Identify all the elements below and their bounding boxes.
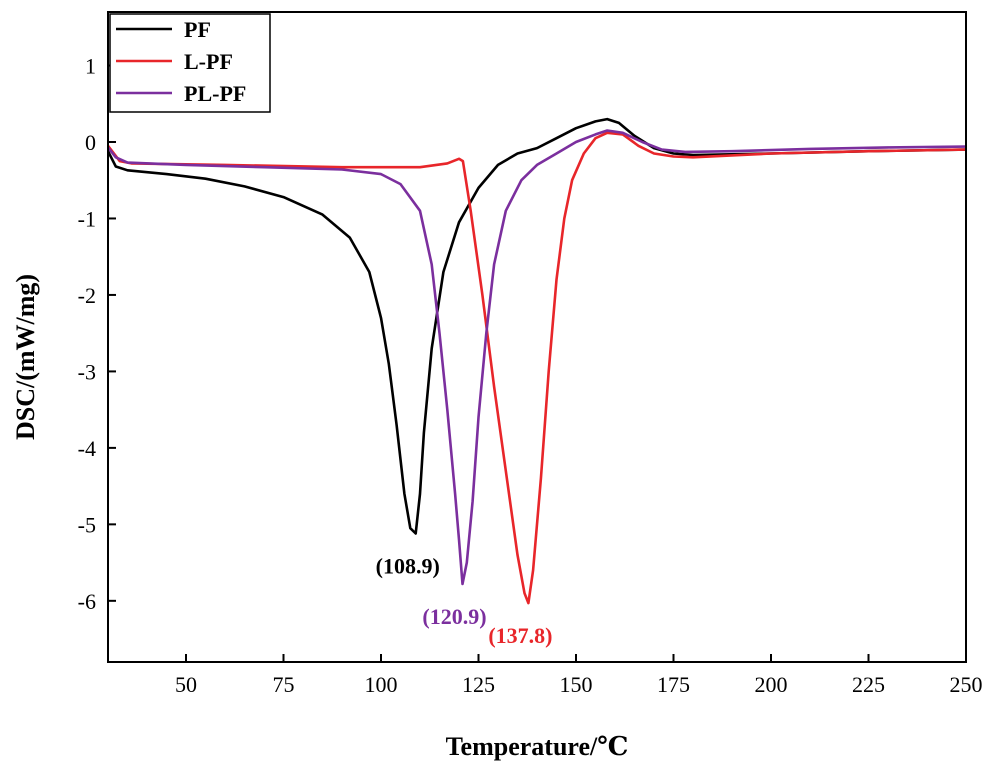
x-tick-label: 150 — [560, 672, 593, 697]
x-tick-label: 125 — [462, 672, 495, 697]
series-line-pl-pf — [108, 129, 966, 586]
x-tick-label: 50 — [175, 672, 197, 697]
x-axis-title: Temperature/℃ — [446, 732, 629, 761]
legend: PF L-PF PL-PF — [109, 13, 271, 113]
x-tick-label: 250 — [950, 672, 983, 697]
x-tick-label: 175 — [657, 672, 690, 697]
peak-label: (137.8) — [488, 623, 552, 648]
peak-label: (120.9) — [422, 604, 486, 629]
x-tick-label: 225 — [852, 672, 885, 697]
y-tick-label: -1 — [78, 206, 96, 231]
legend-label-l-pf: L-PF — [184, 49, 233, 74]
y-tick-label: -5 — [78, 512, 96, 537]
legend-label-pl-pf: PL-PF — [184, 81, 246, 106]
legend-label-pf: PF — [184, 17, 211, 42]
x-tick-label: 200 — [755, 672, 788, 697]
series-line-l-pf — [108, 131, 966, 605]
y-tick-label: -4 — [78, 436, 96, 461]
series-group — [108, 117, 966, 605]
x-tick-label: 75 — [273, 672, 295, 697]
y-tick-label: -2 — [78, 283, 96, 308]
y-axis-ticks: 1 0 -1 -2 -3 -4 -5 -6 — [78, 54, 116, 614]
plot-area — [108, 117, 966, 605]
series-line-pf — [108, 117, 966, 535]
peak-annotations: (108.9) (120.9)(137.8) — [376, 554, 553, 649]
x-tick-label: 100 — [365, 672, 398, 697]
y-tick-label: 0 — [85, 130, 96, 155]
legend-box — [109, 13, 271, 113]
y-tick-label: -3 — [78, 359, 96, 384]
plot-frame — [107, 11, 967, 663]
peak-label: (108.9) — [376, 554, 440, 579]
y-tick-label: 1 — [85, 54, 96, 79]
x-axis-ticks: 50 75 100 125 150 175 200 225 250 — [175, 654, 983, 697]
y-axis-title: DSC/(mW/mg) — [11, 274, 40, 440]
y-tick-label: -6 — [78, 589, 96, 614]
